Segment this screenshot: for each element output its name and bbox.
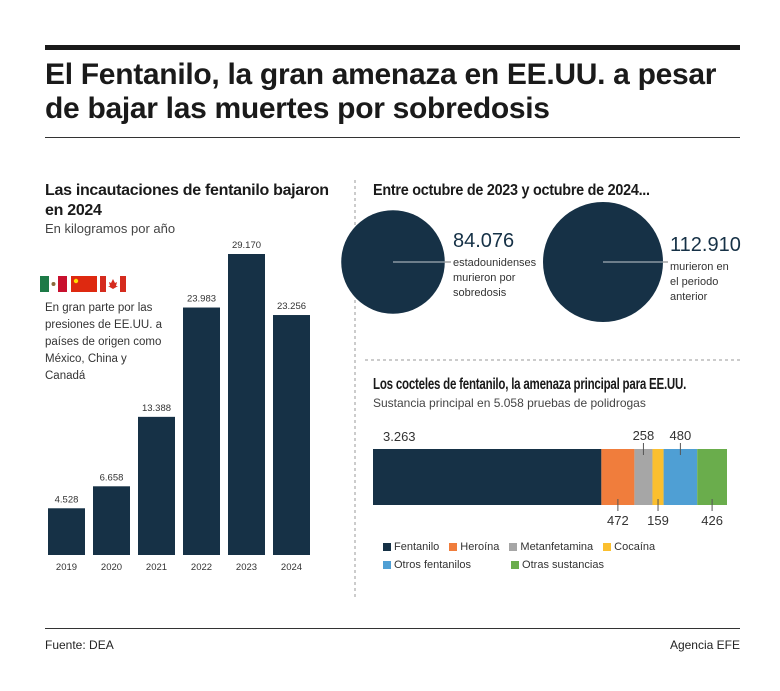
- segment-value-label: 472: [607, 513, 629, 528]
- deaths-circles: [341, 202, 668, 322]
- segment-Fentanilo: [373, 449, 602, 505]
- bar-2024: [273, 315, 310, 555]
- segment-Heroína: [601, 449, 635, 505]
- x-tick-label: 2023: [236, 562, 257, 573]
- legend-label: Otros fentanilos: [394, 559, 472, 571]
- flags: [40, 276, 126, 292]
- segment-value-label: 480: [670, 428, 692, 443]
- cocktails-stacked-bar: 3.263 472 258 159 480 426: [373, 428, 727, 528]
- bar-value-label: 29.170: [232, 240, 261, 251]
- note-text: En gran parte por las presiones de EE.UU…: [45, 302, 162, 382]
- legend-swatch: [449, 543, 458, 551]
- legend-label: Metanfetamina: [520, 541, 594, 553]
- legend-swatch: [509, 543, 518, 551]
- bar-value-label: 23.256: [277, 301, 306, 312]
- deaths-label-1: estadounidenses murieron por sobredosis: [453, 257, 537, 299]
- bar-2021: [138, 416, 175, 555]
- mexico-flag: [40, 276, 67, 292]
- bar-2023: [228, 254, 265, 555]
- top-rule: [45, 45, 740, 50]
- segment-value-label: 159: [647, 513, 669, 528]
- segment-value-label: 426: [701, 513, 723, 528]
- bar-value-label: 13.388: [142, 403, 171, 414]
- legend-swatch: [511, 561, 520, 569]
- bar-2022: [183, 307, 220, 555]
- legend-label: Fentanilo: [394, 541, 440, 553]
- segment-Otros fentanilos: [663, 449, 698, 505]
- page-title: El Fentanilo, la gran amenaza en EE.UU. …: [45, 58, 717, 125]
- segment-Metanfetamina: [634, 449, 653, 505]
- legend-label: Cocaína: [614, 541, 656, 553]
- legend-item: Otras sustancias: [511, 559, 604, 571]
- footer-rule: [45, 628, 740, 629]
- bar-2019: [48, 508, 85, 555]
- legend-item: Heroína: [449, 541, 499, 553]
- legend-item: Otros fentanilos: [383, 559, 471, 571]
- bar-value-label: 4.528: [55, 494, 79, 505]
- bar-2020: [93, 486, 130, 555]
- x-tick-label: 2020: [101, 562, 122, 573]
- x-tick-label: 2022: [191, 562, 212, 573]
- x-tick-label: 2021: [146, 562, 167, 573]
- legend-label: Otras sustancias: [522, 559, 604, 571]
- deaths-label-2: murieron en el periodo anterior: [670, 261, 729, 303]
- china-flag: [71, 276, 97, 292]
- legend-label: Heroína: [460, 541, 500, 553]
- agency-credit: Agencia EFE: [669, 638, 740, 652]
- legend: Fentanilo Heroína Metanfetamina Cocaína Otro…: [383, 541, 683, 571]
- canada-flag: [100, 276, 126, 292]
- bar-value-label: 23.983: [187, 294, 216, 305]
- segment-Cocaína: [652, 449, 664, 505]
- legend-swatch: [603, 543, 612, 551]
- legend-item: Fentanilo: [383, 541, 439, 553]
- cocktails-title: Los cocteles de fentanilo, la amenaza pr…: [373, 376, 687, 393]
- legend-swatch: [383, 561, 391, 569]
- segment-Otras sustancias: [697, 449, 727, 505]
- deaths-title: Entre octubre de 2023 y octubre de 2024.…: [373, 182, 650, 199]
- seizures-title: Las incautaciones de fentanilo bajaron e…: [45, 182, 329, 219]
- deaths-value-2: 112.910: [670, 234, 741, 256]
- segment-value-label: 258: [633, 428, 655, 443]
- x-tick-label: 2019: [56, 562, 77, 573]
- legend-item: Metanfetamina: [509, 541, 593, 553]
- seizures-subtitle: En kilogramos por año: [45, 221, 176, 236]
- x-tick-label: 2024: [281, 562, 302, 573]
- legend-swatch: [383, 543, 391, 551]
- bar-value-label: 6.658: [100, 472, 124, 483]
- deaths-value-1: 84.076: [453, 230, 515, 252]
- cocktails-subtitle: Sustancia principal en 5.058 pruebas de …: [373, 396, 646, 410]
- legend-item: Cocaína: [603, 541, 655, 553]
- divider: [45, 137, 740, 138]
- source: Fuente: DEA: [45, 638, 114, 652]
- segment-value-label: 3.263: [383, 429, 416, 444]
- seizures-bar-chart: 4.528 2019 6.658 2020 13.388 2021 23.983 2022 29…: [48, 240, 310, 573]
